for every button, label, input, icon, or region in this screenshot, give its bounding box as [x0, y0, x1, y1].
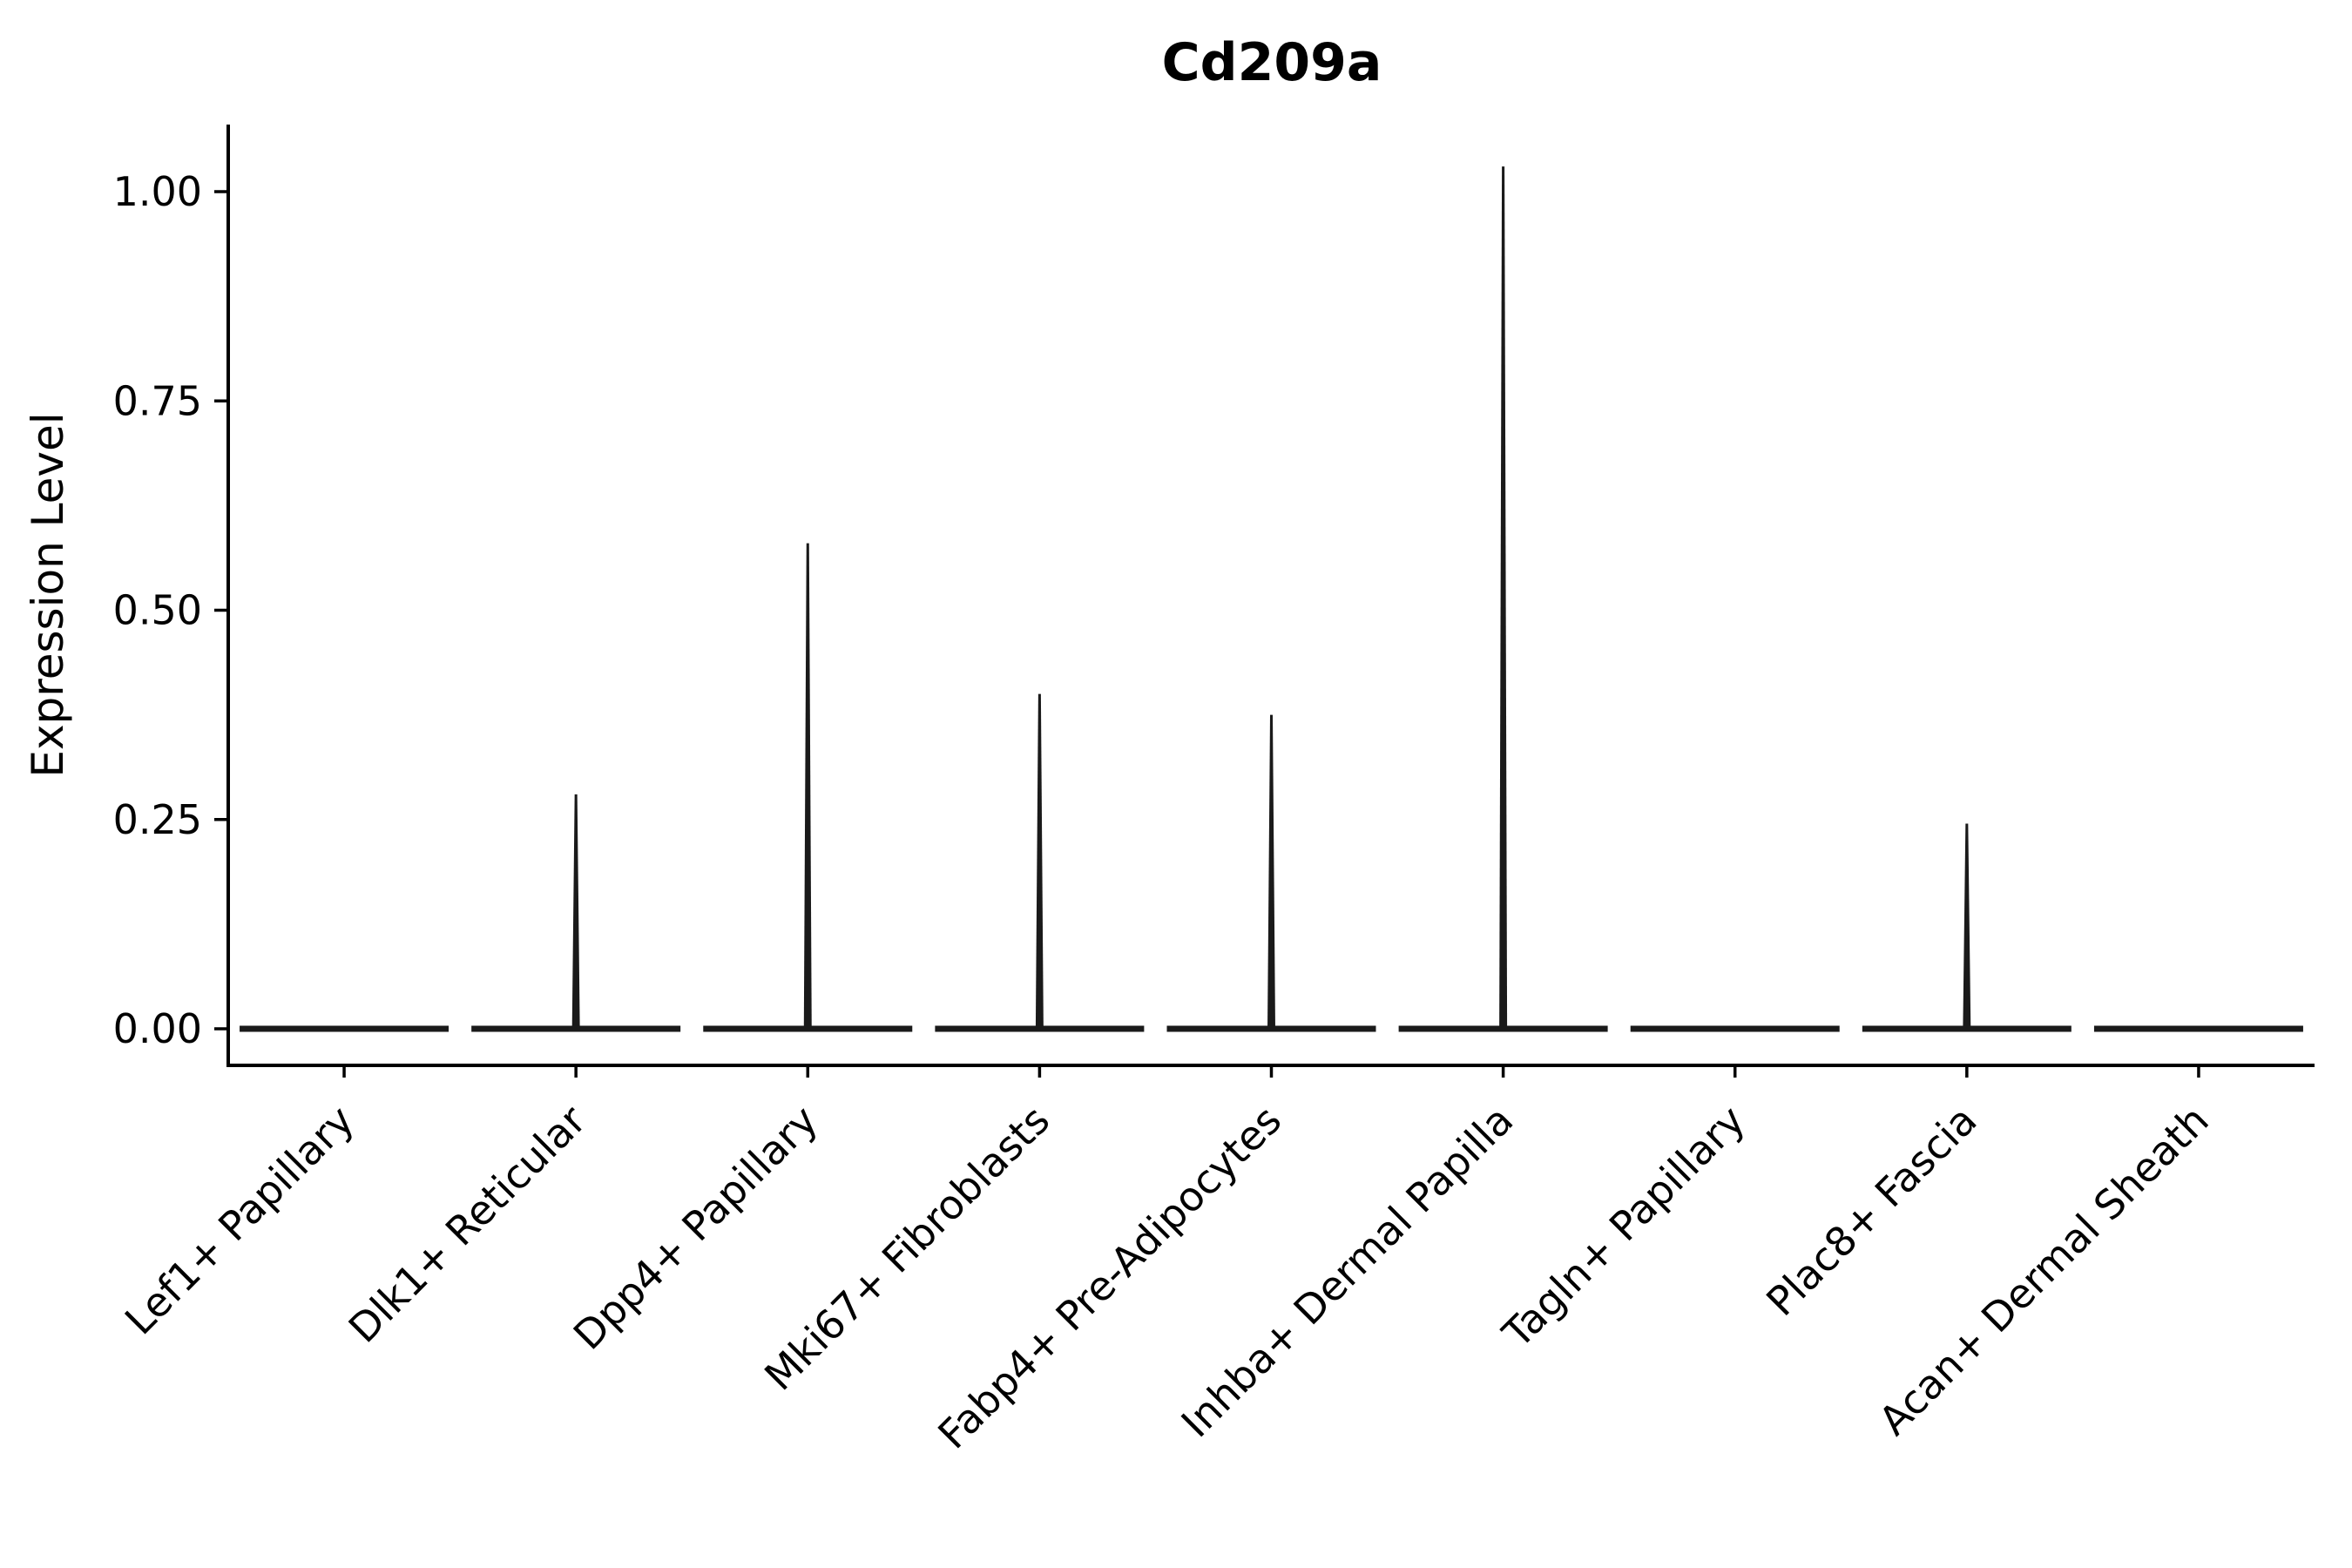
violin-spike [1963, 823, 1971, 1031]
x-tick-label: Lef1+ Papillary [116, 1097, 363, 1344]
x-tick-label: Tagln+ Papillary [1493, 1097, 1754, 1358]
chart-title: Cd209a [1162, 32, 1382, 93]
violin-spike [1035, 693, 1044, 1031]
x-tick-label: Dlk1+ Reticular [340, 1097, 595, 1352]
y-axis: 0.00 0.25 0.50 0.75 1.00 [113, 168, 228, 1052]
violin-spike [1267, 714, 1275, 1031]
x-tick-label: Plac8+ Fascia [1757, 1097, 1985, 1325]
violin-spike [571, 794, 580, 1031]
y-tick-label: 0.25 [113, 796, 202, 843]
violin-spike [803, 543, 812, 1031]
y-tick-label: 0.50 [113, 587, 202, 634]
violin-spike [1499, 166, 1508, 1031]
y-tick-label: 0.75 [113, 377, 202, 424]
y-tick-label: 1.00 [113, 168, 202, 215]
violins [240, 166, 2303, 1032]
y-axis-label: Expression Level [23, 412, 73, 777]
y-tick-label: 0.00 [113, 1005, 202, 1052]
x-tick-label: Dpp4+ Papillary [564, 1097, 827, 1359]
